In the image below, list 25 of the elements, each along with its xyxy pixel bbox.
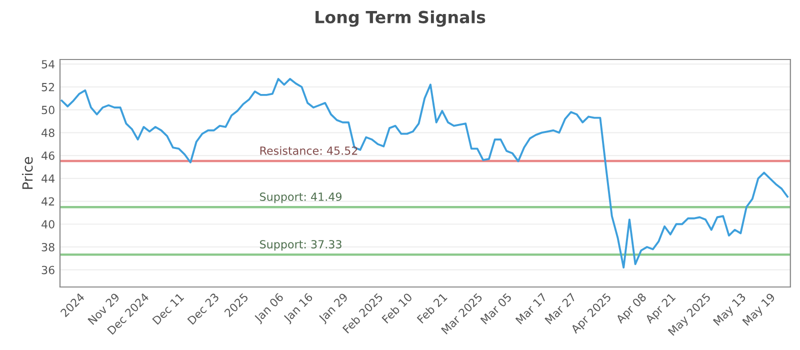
chart-title: Long Term Signals: [316, 10, 486, 27]
x-tick-label: Dec 23: [187, 292, 220, 325]
y-tick-label: 38: [42, 242, 54, 252]
y-tick-label: 36: [42, 266, 54, 274]
x-tick-label: Feb 21: [416, 292, 448, 324]
y-tick-label: 40: [42, 220, 54, 228]
ref-line-label: Support: 37.33: [260, 240, 342, 251]
y-tick-label: 44: [42, 174, 55, 183]
y-axis-title: Price: [22, 157, 33, 189]
x-tick-label: Jan 06: [253, 292, 286, 324]
ref-line-label: Support: 41.49: [260, 192, 342, 204]
y-tick-label: 54: [42, 60, 55, 68]
y-tick-label: 50: [42, 106, 54, 114]
ref-line-label: Resistance: 45.52: [260, 146, 358, 155]
x-tick-label: Dec 11: [152, 292, 184, 325]
x-tick-label: Feb 10: [381, 292, 413, 324]
y-tick-label: 46: [42, 152, 54, 160]
x-tick-label: Mar 05: [480, 292, 512, 324]
x-tick-label: Mar 27: [544, 292, 576, 324]
y-tick-label: 52: [42, 82, 54, 92]
y-tick-label: 42: [42, 197, 54, 206]
line-series: [60, 78, 788, 269]
x-tick-label: Jan 29: [318, 292, 350, 324]
x-tick-label: Jan 16: [282, 292, 315, 324]
y-tick-label: 48: [42, 128, 54, 138]
